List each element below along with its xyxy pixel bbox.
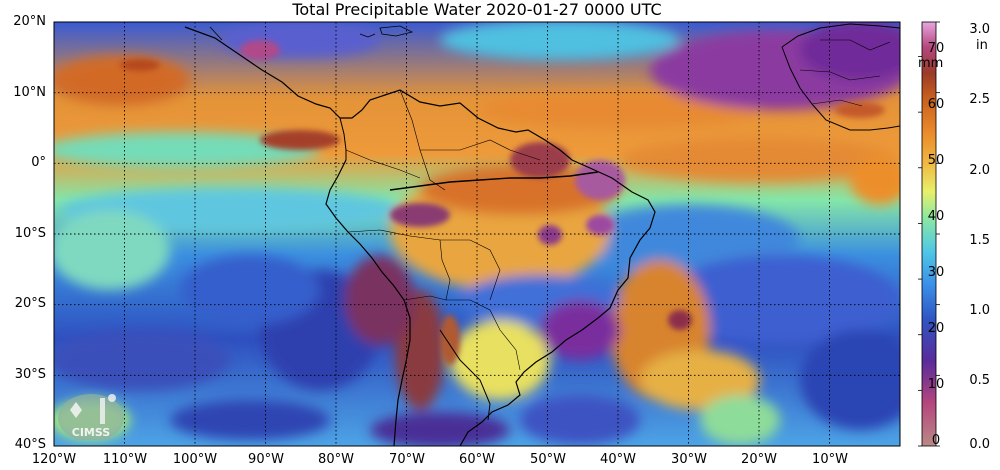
colorbar-mm-40: 40 bbox=[927, 209, 945, 224]
tpw-field bbox=[54, 22, 900, 446]
colorbar-mm-60: 60 bbox=[927, 97, 945, 112]
lon-label-80w: 80°W bbox=[318, 452, 354, 467]
lon-label-120w: 120°W bbox=[31, 452, 77, 467]
lon-label-60w: 60°W bbox=[459, 452, 495, 467]
colorbar-mm-50: 50 bbox=[927, 153, 945, 168]
lat-label-40s: 40°S bbox=[14, 437, 46, 452]
lon-label-20w: 20°W bbox=[741, 452, 777, 467]
lat-label-0: 0° bbox=[31, 155, 46, 170]
coastlines bbox=[184, 23, 900, 446]
colorbar-mm-20: 20 bbox=[927, 321, 945, 336]
colorbar-in-3-0: 3.0 bbox=[969, 22, 990, 37]
cimss-logo: CIMSS bbox=[58, 394, 124, 440]
lat-label-30s: 30°S bbox=[14, 367, 46, 382]
colorbar-in-1-5: 1.5 bbox=[969, 233, 990, 248]
lon-label-90w: 90°W bbox=[248, 452, 284, 467]
colorbar-mm-30: 30 bbox=[927, 265, 945, 280]
lon-label-10w: 10°W bbox=[812, 452, 848, 467]
lat-label-10n: 10°N bbox=[13, 85, 46, 100]
map-frame bbox=[53, 21, 901, 447]
colorbar-in-0-0: 0.0 bbox=[969, 437, 990, 452]
lon-label-30w: 30°W bbox=[671, 452, 707, 467]
colorbar-unit-in: in bbox=[976, 38, 988, 53]
cimss-logo-text: CIMSS bbox=[72, 426, 111, 439]
lat-label-20s: 20°S bbox=[14, 296, 46, 311]
lon-label-70w: 70°W bbox=[389, 452, 425, 467]
lat-label-20n: 20°N bbox=[13, 14, 46, 29]
lon-label-100w: 100°W bbox=[172, 452, 218, 467]
lon-label-50w: 50°W bbox=[530, 452, 566, 467]
colorbar-ticks bbox=[918, 21, 940, 447]
colorbar-in-2-0: 2.0 bbox=[969, 163, 990, 178]
lon-label-110w: 110°W bbox=[102, 452, 148, 467]
lat-label-10s: 10°S bbox=[14, 226, 46, 241]
graticule bbox=[54, 22, 900, 446]
colorbar-in-1-0: 1.0 bbox=[969, 303, 990, 318]
colorbar-mm-0: 0 bbox=[931, 433, 941, 448]
lon-label-40w: 40°W bbox=[600, 452, 636, 467]
colorbar-mm-70: 70 bbox=[927, 41, 945, 56]
colorbar-mm-10: 10 bbox=[927, 377, 945, 392]
colorbar-unit-mm: mm bbox=[918, 56, 944, 71]
colorbar-in-2-5: 2.5 bbox=[969, 92, 990, 107]
map-title: Total Precipitable Water 2020-01-27 0000… bbox=[292, 0, 662, 19]
colorbar-in-0-5: 0.5 bbox=[969, 373, 990, 388]
